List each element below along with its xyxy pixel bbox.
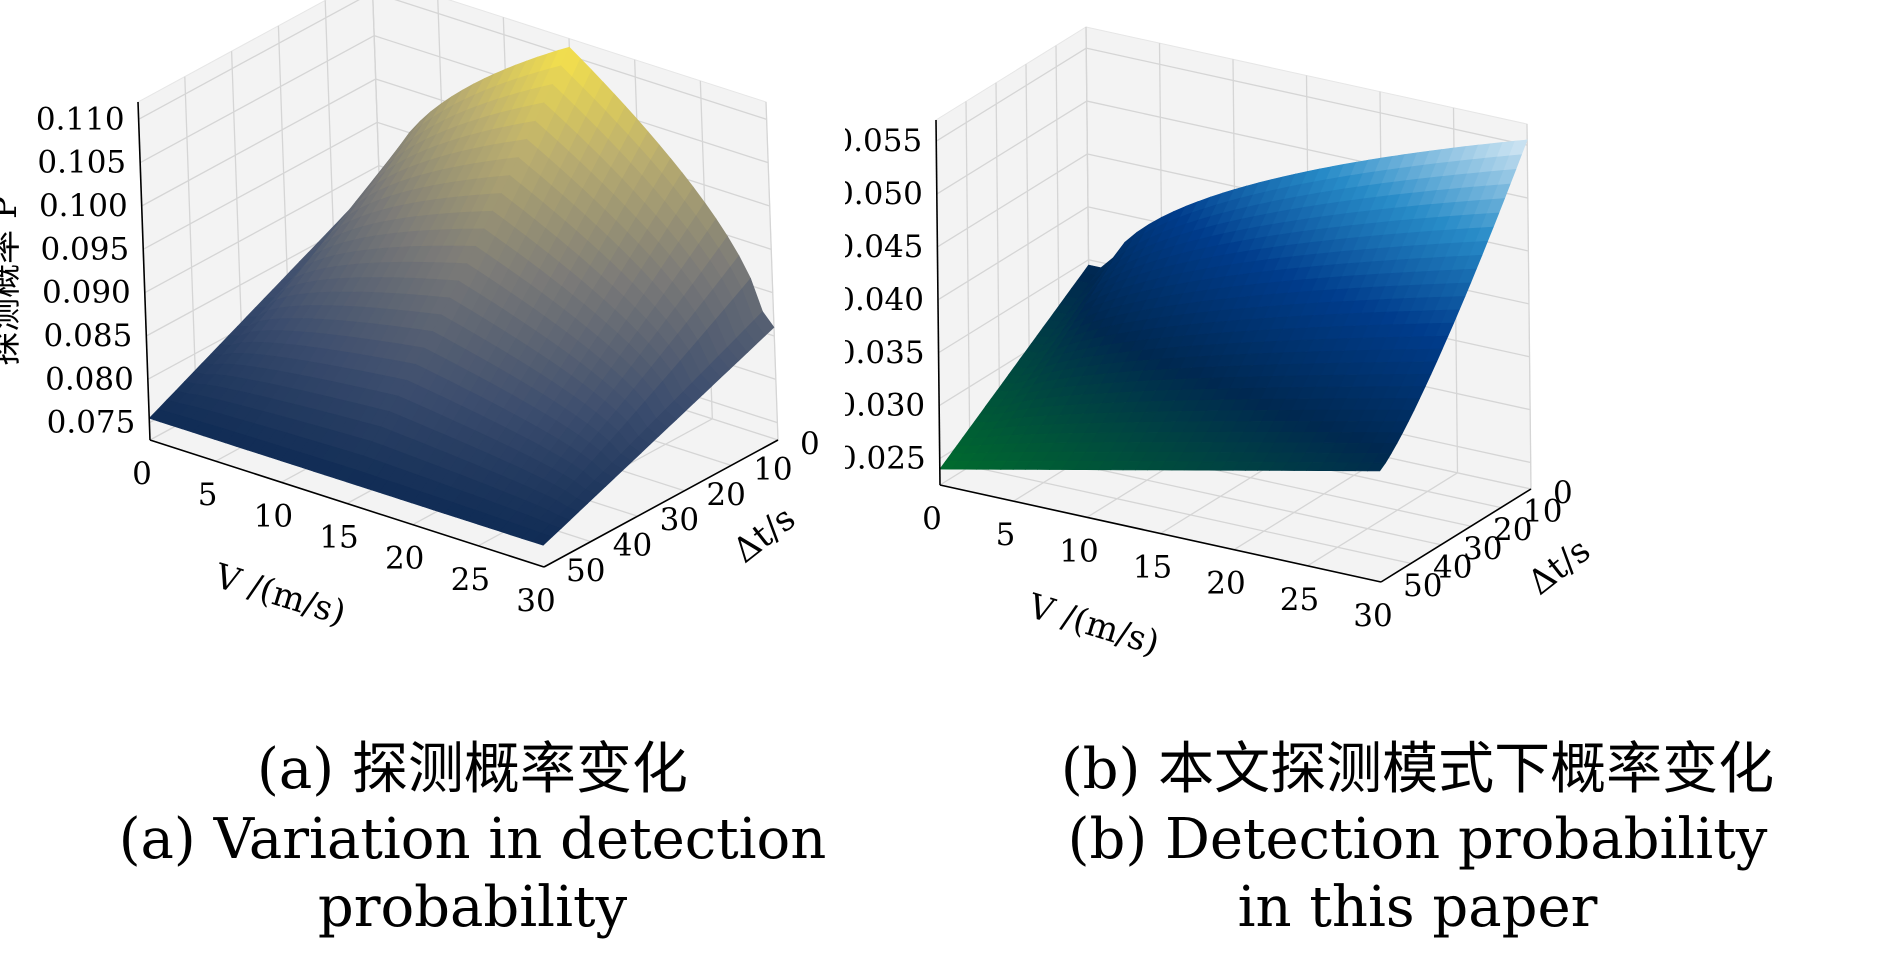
surface <box>148 46 775 546</box>
z-tick-label: 0.030 <box>845 388 925 424</box>
y-tick-label: 20 <box>706 477 745 513</box>
surface-patch <box>531 532 553 546</box>
y-tick-label: 0 <box>800 426 820 462</box>
caption-en-b-line1: (b) Detection probability <box>1067 807 1768 872</box>
z-tick-label: 0.085 <box>44 318 133 354</box>
axes <box>137 101 779 568</box>
z-tick-label: 0.075 <box>47 405 136 441</box>
surface-patch <box>1367 462 1387 472</box>
y-tick-label: 50 <box>566 553 605 589</box>
z-tick-label: 0.105 <box>37 145 126 181</box>
z-tick-label: 0.090 <box>42 275 131 311</box>
panel-b: 0 5 10 15 20 25 30 0 10 20 30 40 50 0.025 0.030 0.035 0.… <box>845 0 1890 953</box>
x-tick-label: 20 <box>385 541 424 577</box>
x-tick-label: 0 <box>132 456 152 492</box>
y-tick-label: 30 <box>660 502 699 538</box>
y-tick-label: 30 <box>1463 531 1502 567</box>
x-tick-label: 25 <box>451 562 490 598</box>
panel-a: 0 5 10 15 20 25 30 0 10 20 30 40 50 0.075 0.080 0.085 0.… <box>0 0 827 940</box>
x-tick-label: 15 <box>319 520 358 556</box>
axes <box>935 119 1532 583</box>
x-axis-label: V /(m/s) <box>1023 586 1164 664</box>
x-tick-label: 5 <box>198 477 218 513</box>
x-tick-label: 15 <box>1133 550 1172 586</box>
z-tick-label: 0.035 <box>845 335 925 371</box>
x-tick-label: 5 <box>996 517 1016 553</box>
y-tick-label: 10 <box>753 451 792 487</box>
caption-en-b-line2: in this paper <box>1237 875 1598 940</box>
z-tick-label: 0.080 <box>45 361 134 397</box>
z-tick-label: 0.045 <box>845 229 923 265</box>
x-tick-label: 25 <box>1280 582 1319 618</box>
surface-plot-a: 051015202530010203040500.0750.0800.0850.… <box>0 0 820 634</box>
y-tick-label: 10 <box>1523 494 1562 530</box>
z-axis-label: 探测概率 P <box>0 196 25 366</box>
z-tick-label: 0.025 <box>845 441 926 477</box>
x-tick-label: 30 <box>516 583 555 619</box>
caption-cn-a: (a) 探测概率变化 <box>257 737 688 802</box>
x-tick-label: 10 <box>254 498 293 534</box>
z-tick-label: 0.100 <box>39 188 128 224</box>
y-tick-label: 0 <box>1553 475 1573 511</box>
z-tick-label: 0.095 <box>40 231 129 267</box>
surface-plot-b: 0 5 10 15 20 25 30010203040500.0250.0300.0350.… <box>845 26 1598 664</box>
x-tick-label: 30 <box>1353 598 1392 634</box>
z-tick-label: 0.050 <box>845 176 923 212</box>
x-tick-label: 0 <box>922 501 942 537</box>
surface <box>939 139 1528 472</box>
y-tick-label: 20 <box>1493 512 1532 548</box>
y-tick-label: 50 <box>1403 568 1442 604</box>
x-axis-label: V /(m/s) <box>209 556 350 634</box>
caption-en-a-line2: probability <box>317 875 628 940</box>
caption-en-a-line1: (a) Variation in detection <box>118 807 827 872</box>
y-tick-label: 40 <box>1433 549 1472 585</box>
x-tick-label: 10 <box>1059 533 1098 569</box>
y-tick-label: 40 <box>613 528 652 564</box>
z-tick-label: 0.110 <box>36 101 125 137</box>
x-tick-label: 20 <box>1206 566 1245 602</box>
caption-cn-b: (b) 本文探测模式下概率变化 <box>1060 737 1775 802</box>
z-tick-label: 0.055 <box>845 123 922 159</box>
z-tick-label: 0.040 <box>845 282 924 318</box>
